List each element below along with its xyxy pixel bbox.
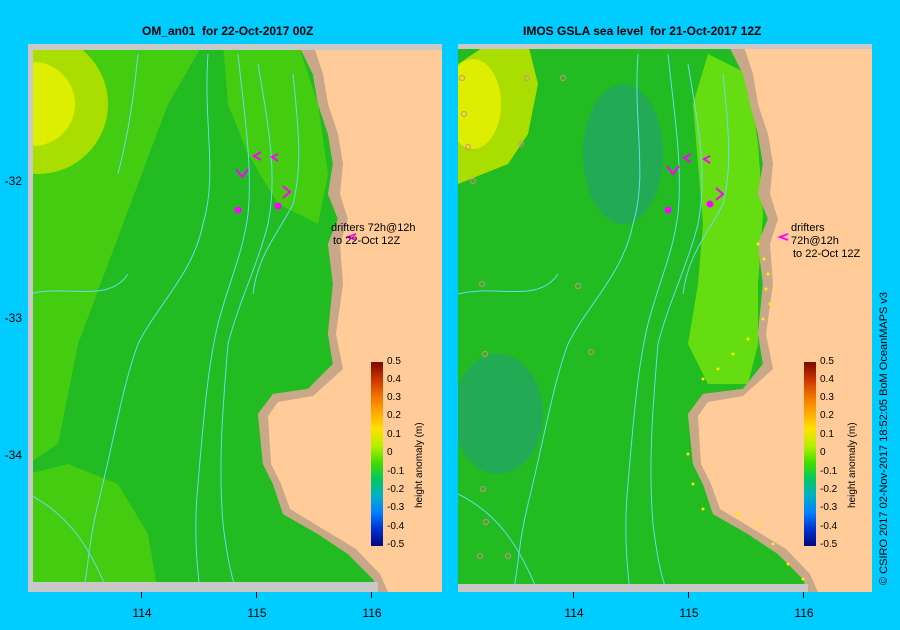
- x-axis-label: 116: [794, 606, 814, 620]
- y-axis-label: -33: [4, 311, 22, 325]
- right-map-svg: [458, 44, 872, 592]
- drifter-marker: [706, 200, 714, 208]
- drifter-marker: [681, 153, 692, 163]
- x-tick: [141, 592, 142, 598]
- left-colorbar-label: height anomaly (m): [414, 422, 425, 508]
- y-axis-label: -34: [4, 448, 22, 462]
- drifter-marker: [664, 206, 672, 214]
- coastal-observation-points: [686, 242, 805, 581]
- high-anomaly-region: [458, 59, 501, 149]
- x-axis-label: 114: [564, 606, 584, 620]
- left-map-panel: drifters 72h@12h to 22-Oct 12Z: [28, 44, 442, 592]
- drifter-marker: [274, 202, 282, 210]
- drifter-marker: [666, 165, 680, 176]
- drifter-legend-marker: [777, 233, 789, 241]
- high-anomaly-region: [28, 62, 75, 146]
- x-axis-label: 116: [362, 606, 382, 620]
- drifter-marker: [282, 185, 292, 199]
- drifter-marker: [251, 151, 262, 161]
- y-axis-label: -32: [4, 174, 22, 188]
- land: [698, 44, 872, 592]
- bathymetry-contours: [458, 53, 730, 592]
- anomaly-zone-light: [688, 54, 763, 384]
- copyright-credit: © CSIRO 2017 02-Nov-2017 18:52:05 BoM Oc…: [878, 291, 890, 585]
- x-tick: [573, 592, 574, 598]
- bathymetry-contours: [28, 53, 300, 592]
- x-axis-label: 115: [247, 606, 267, 620]
- anomaly-zone-light: [223, 44, 328, 224]
- x-tick: [803, 592, 804, 598]
- right-map-panel: drifters 72h@12h to 22-Oct 12Z: [458, 44, 872, 592]
- x-axis-label: 115: [679, 606, 699, 620]
- drifter-marker: [270, 153, 279, 162]
- right-colorbar-label: height anomaly (m): [847, 422, 858, 508]
- left-map-title: OM_an01 for 22-Oct-2017 00Z: [142, 24, 314, 38]
- right-colorbar: [804, 362, 816, 546]
- drifter-marker: [234, 206, 242, 214]
- right-map-title: IMOS GSLA sea level for 21-Oct-2017 12Z: [523, 24, 762, 38]
- left-colorbar: [371, 362, 383, 546]
- drifter-markers: [234, 151, 292, 214]
- x-tick: [371, 592, 372, 598]
- drifter-markers: [664, 153, 725, 214]
- land: [268, 44, 442, 592]
- low-anomaly-region: [583, 84, 663, 224]
- drifter-note: drifters 72h@12h to 22-Oct 12Z: [791, 222, 861, 260]
- drifter-marker: [235, 168, 249, 179]
- x-tick: [688, 592, 689, 598]
- left-map-svg: [28, 44, 442, 592]
- drifter-note: drifters 72h@12h to 22-Oct 12Z: [331, 222, 416, 247]
- x-tick: [256, 592, 257, 598]
- drifter-marker: [715, 187, 725, 201]
- drifter-marker: [702, 155, 711, 164]
- x-axis-label: 114: [132, 606, 152, 620]
- low-anomaly-region: [458, 354, 543, 474]
- drifter-legend-marker: [345, 233, 357, 241]
